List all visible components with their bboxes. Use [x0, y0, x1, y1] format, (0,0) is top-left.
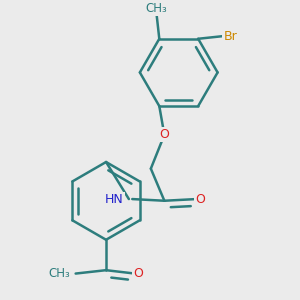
Text: O: O [133, 267, 143, 280]
Text: Br: Br [224, 30, 237, 43]
Text: CH₃: CH₃ [49, 267, 70, 280]
Text: HN: HN [105, 193, 124, 206]
Text: CH₃: CH₃ [145, 2, 167, 15]
Text: O: O [159, 128, 169, 141]
Text: O: O [195, 193, 205, 206]
